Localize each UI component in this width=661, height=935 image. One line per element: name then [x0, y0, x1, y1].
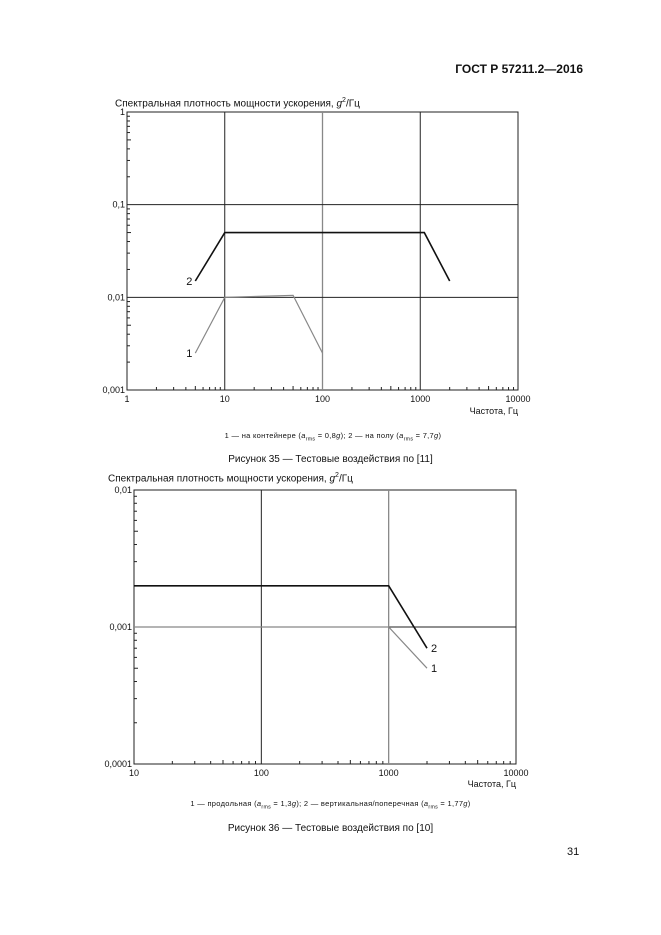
y-label-g: g [329, 473, 336, 485]
y-label-unit: /Гц [338, 473, 353, 485]
legend-sub: rms [261, 804, 272, 811]
y-label-sup: 2 [335, 472, 339, 479]
y-label-sup: 2 [342, 97, 346, 104]
y-label-text: Спектральная плотность мощности ускорени… [115, 98, 337, 110]
series-1-line [194, 294, 324, 354]
legend-a: a [423, 799, 429, 808]
page-number: 31 [567, 846, 580, 858]
x-tick-label: 10 [220, 394, 230, 404]
legend-a: a [256, 799, 262, 808]
y-tick-label: 0,01 [114, 485, 132, 495]
figure36-legend: 1 — продольная (arms = 1,3g); 2 — вертик… [0, 799, 661, 811]
x-tick-label: 1000 [410, 394, 430, 404]
chart2-x-axis-label: Частота, Гц [467, 779, 516, 789]
figure36-caption: Рисунок 36 — Тестовые воздействия по [10… [227, 823, 434, 834]
legend-mid: ); 2 — вертикальная/поперечная ( [296, 799, 424, 808]
chart2-y-axis-label: Спектральная плотность мощности ускорени… [108, 472, 353, 484]
y-label-unit: /Гц [345, 98, 360, 110]
y-tick-label: 1 [120, 107, 125, 117]
legend-text: 1 — на контейнере ( [224, 431, 302, 440]
x-tick-label: 10000 [503, 768, 528, 778]
chart1-x-axis-label: Частота, Гц [469, 406, 518, 416]
figure35-caption: Рисунок 35 — Тестовые воздействия по [11… [228, 454, 433, 465]
series-2-label: 2 [186, 276, 192, 288]
legend-val1: = 0,8 [315, 431, 337, 440]
document-header: ГОСТ Р 57211.2—2016 [455, 62, 583, 76]
legend-a: a [399, 431, 404, 440]
chart-1: 1 10 100 1000 10000 0,001 0,01 0,1 1 1 2 [102, 107, 530, 404]
series-1-line [134, 626, 428, 669]
chart-2: 10 100 1000 10000 0,0001 0,001 0,01 1 2 [104, 485, 528, 778]
figure35-legend: 1 — на контейнере (arms = 0,8g); 2 — на … [0, 431, 661, 443]
legend-sub: rms [305, 436, 316, 443]
legend-val2: = 1,77 [438, 799, 464, 808]
x-tick-label: 100 [315, 394, 330, 404]
y-tick-label: 0,001 [109, 622, 132, 632]
legend-end: ) [438, 431, 442, 440]
chart1-y-axis-label: Спектральная плотность мощности ускорени… [115, 97, 360, 109]
legend-g: g [434, 431, 439, 440]
legend-val1: = 1,3 [271, 799, 292, 808]
y-label-text: Спектральная плотность мощности ускорени… [108, 473, 330, 485]
legend-sub: rms [428, 804, 439, 811]
series-1-label: 1 [186, 348, 192, 360]
legend-g: g [336, 431, 341, 440]
y-label-g: g [336, 98, 343, 110]
x-tick-label: 100 [254, 768, 269, 778]
y-tick-label: 0,0001 [104, 759, 132, 769]
series-2-line [194, 231, 451, 282]
y-tick-label: 0,001 [102, 385, 125, 395]
x-tick-label: 1 [124, 394, 129, 404]
series-1-label: 1 [431, 663, 437, 675]
y-tick-label: 0,01 [107, 292, 125, 302]
legend-g: g [291, 799, 297, 808]
legend-sub: rms [403, 436, 414, 443]
legend-mid: ); 2 — на полу ( [340, 431, 400, 440]
legend-end: ) [467, 799, 471, 808]
legend-val2: = 7,7 [413, 431, 435, 440]
legend-text: 1 — продольная ( [190, 799, 257, 808]
x-tick-label: 10000 [505, 394, 530, 404]
series-2-line [134, 584, 428, 649]
legend-g: g [463, 799, 468, 808]
x-tick-label: 10 [129, 768, 139, 778]
y-tick-label: 0,1 [112, 200, 125, 210]
series-2-label: 2 [431, 643, 437, 655]
legend-a: a [301, 431, 306, 440]
x-tick-label: 1000 [379, 768, 399, 778]
